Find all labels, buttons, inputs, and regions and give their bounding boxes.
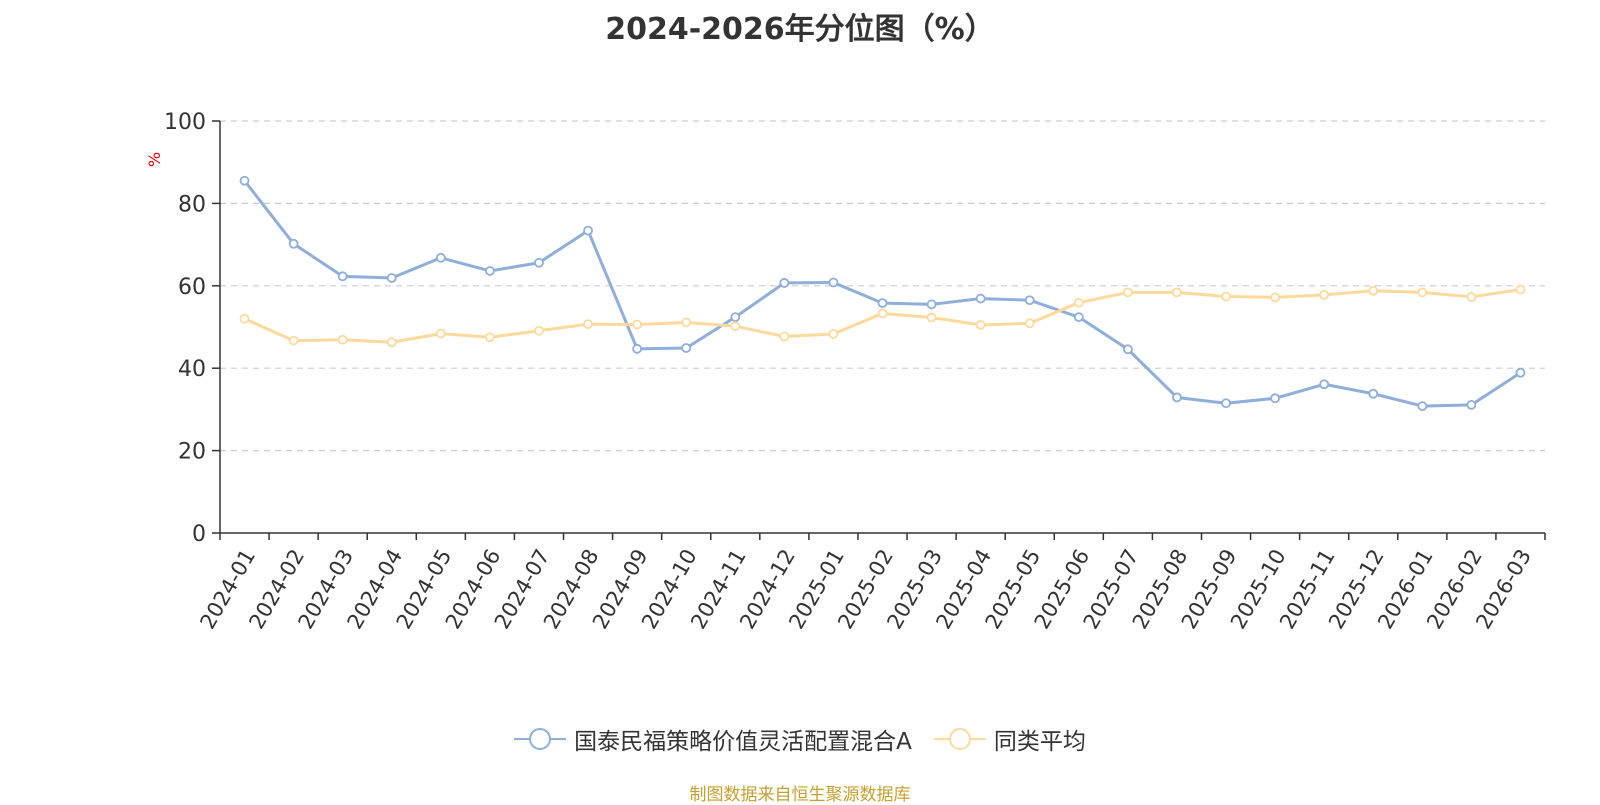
- data-point-series2: [730, 321, 741, 332]
- data-point-series1: [1221, 398, 1231, 409]
- data-point-series1: [779, 278, 790, 288]
- data-point-series2: [828, 329, 839, 339]
- data-point-series1: [828, 277, 839, 288]
- legend-item-series2[interactable]: 同类平均: [933, 722, 1086, 756]
- y-tick-label: 20: [178, 440, 206, 465]
- data-point-series2: [485, 332, 495, 343]
- data-point-series1: [681, 343, 692, 353]
- data-point-series2: [1417, 287, 1428, 298]
- data-point-series2: [337, 334, 348, 345]
- data-point-series1: [632, 343, 643, 354]
- y-tick-label: 60: [178, 275, 206, 300]
- data-point-series2: [1024, 318, 1035, 329]
- data-point-series2: [1515, 284, 1526, 295]
- data-point-series2: [975, 320, 986, 330]
- data-point-series2: [435, 328, 446, 339]
- data-point-series1: [926, 299, 937, 310]
- data-point-series2: [877, 308, 888, 319]
- legend-marker-series1: [514, 728, 567, 750]
- chart-title: 2024-2026年分位图（%）: [605, 12, 995, 47]
- y-tick-label: 100: [164, 110, 206, 135]
- data-point-series1: [288, 238, 299, 249]
- data-point-series1: [239, 175, 250, 186]
- y-tick-label: 80: [178, 192, 206, 217]
- data-point-series2: [779, 331, 790, 342]
- data-point-series1: [730, 312, 741, 323]
- data-point-series2: [288, 335, 299, 346]
- data-point-series1: [1024, 295, 1035, 306]
- data-point-series1: [435, 252, 446, 263]
- data-point-series1: [583, 225, 593, 236]
- data-point-series1: [1073, 312, 1084, 323]
- data-point-series1: [386, 273, 397, 283]
- data-point-series1: [1515, 367, 1526, 378]
- data-point-series1: [534, 257, 544, 268]
- data-point-series2: [386, 337, 397, 348]
- data-point-series2: [583, 319, 593, 330]
- legend: 国泰民福策略价值灵活配置混合A 同类平均: [0, 722, 1600, 756]
- data-point-series2: [1122, 287, 1133, 298]
- legend-label-series2: 同类平均: [993, 729, 1086, 755]
- source-note: 制图数据来自恒生聚源数据库: [689, 785, 911, 805]
- data-point-series1: [975, 293, 986, 304]
- data-point-series2: [1368, 285, 1379, 296]
- y-tick-label: 40: [178, 357, 206, 382]
- legend-item-series1[interactable]: 国泰民福策略价值灵活配置混合A: [514, 722, 912, 756]
- data-point-series1: [337, 271, 348, 282]
- data-point-series1: [1172, 392, 1182, 403]
- legend-label-series1: 国泰民福策略价值灵活配置混合A: [574, 729, 912, 755]
- data-point-series1: [1466, 399, 1477, 410]
- data-point-series2: [1172, 287, 1182, 298]
- data-point-series2: [1221, 291, 1231, 302]
- data-point-series1: [877, 298, 888, 309]
- data-point-series2: [534, 325, 544, 336]
- y-tick-label: 0: [192, 522, 206, 547]
- data-point-series2: [926, 312, 937, 323]
- data-point-series2: [239, 313, 250, 324]
- data-point-series2: [1466, 292, 1477, 302]
- legend-marker-series2: [933, 728, 986, 750]
- data-point-series1: [1368, 388, 1379, 399]
- data-point-series2: [1270, 292, 1280, 303]
- data-point-series1: [1270, 393, 1280, 404]
- data-point-series2: [681, 317, 692, 328]
- data-point-series2: [632, 319, 643, 330]
- data-point-series1: [485, 266, 495, 276]
- data-point-series1: [1319, 379, 1330, 390]
- data-point-series1: [1122, 344, 1133, 355]
- data-point-series1: [1417, 401, 1428, 412]
- data-point-series2: [1073, 297, 1084, 308]
- data-point-series2: [1319, 289, 1330, 300]
